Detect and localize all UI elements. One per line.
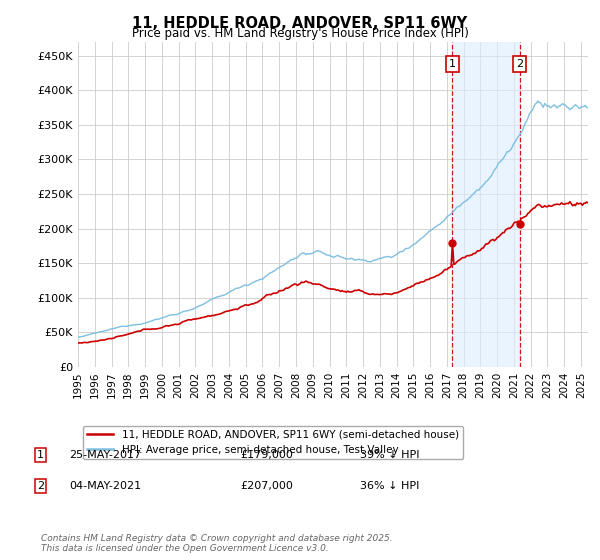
Text: 25-MAY-2017: 25-MAY-2017 <box>69 450 141 460</box>
Text: £207,000: £207,000 <box>240 480 293 491</box>
Text: Contains HM Land Registry data © Crown copyright and database right 2025.
This d: Contains HM Land Registry data © Crown c… <box>41 534 392 553</box>
Text: 2: 2 <box>516 59 523 69</box>
Bar <box>452 42 520 367</box>
Text: 1: 1 <box>37 450 44 460</box>
Text: 36% ↓ HPI: 36% ↓ HPI <box>360 480 419 491</box>
Text: 11, HEDDLE ROAD, ANDOVER, SP11 6WY: 11, HEDDLE ROAD, ANDOVER, SP11 6WY <box>133 16 467 31</box>
Text: 2: 2 <box>37 480 44 491</box>
Text: £179,000: £179,000 <box>240 450 293 460</box>
Text: 04-MAY-2021: 04-MAY-2021 <box>69 480 141 491</box>
Text: 1: 1 <box>449 59 456 69</box>
Legend: 11, HEDDLE ROAD, ANDOVER, SP11 6WY (semi-detached house), HPI: Average price, se: 11, HEDDLE ROAD, ANDOVER, SP11 6WY (semi… <box>83 426 463 459</box>
Text: 39% ↓ HPI: 39% ↓ HPI <box>360 450 419 460</box>
Text: Price paid vs. HM Land Registry's House Price Index (HPI): Price paid vs. HM Land Registry's House … <box>131 27 469 40</box>
